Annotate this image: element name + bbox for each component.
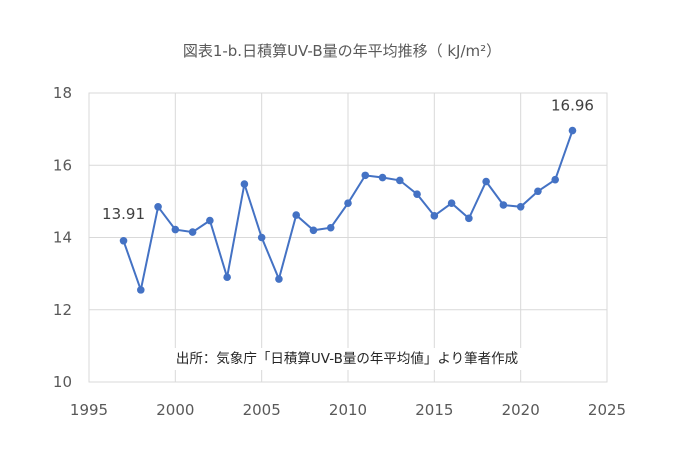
- data-point: [275, 275, 283, 283]
- y-axis-ticks: 10 12 14 16 18: [53, 84, 72, 391]
- data-point: [482, 177, 490, 186]
- data-point: [223, 273, 231, 282]
- x-tick-label: 2010: [329, 401, 367, 419]
- data-point: [396, 176, 404, 185]
- data-label: 13.91: [102, 205, 145, 223]
- data-point: [119, 236, 128, 245]
- data-markers: [119, 126, 577, 294]
- data-point: [568, 126, 577, 135]
- x-tick-label: 2000: [156, 401, 194, 419]
- y-tick-label: 14: [53, 229, 72, 247]
- y-tick-label: 18: [53, 84, 72, 102]
- data-point: [240, 180, 249, 188]
- data-point: [137, 286, 145, 294]
- data-point: [499, 201, 508, 209]
- data-point: [378, 173, 387, 182]
- y-tick-label: 10: [53, 373, 72, 391]
- data-point: [413, 190, 421, 198]
- chart-title: 図表1-b.日積算UV-B量の年平均推移（ kJ/m²）: [182, 42, 502, 60]
- data-point: [551, 175, 559, 184]
- data-point: [206, 216, 214, 225]
- data-point: [534, 187, 542, 196]
- data-point: [344, 199, 352, 207]
- data-point: [326, 223, 335, 232]
- data-point: [257, 233, 266, 242]
- plot-area: [88, 92, 608, 383]
- data-point: [171, 225, 180, 234]
- y-tick-label: 12: [53, 301, 72, 319]
- data-point: [188, 228, 197, 236]
- data-point: [292, 211, 301, 219]
- x-axis-ticks: 1995 2000 2005 2010 2015 2020 2025: [70, 401, 626, 419]
- y-tick-label: 16: [53, 156, 72, 174]
- data-point: [465, 214, 473, 223]
- data-point: [447, 199, 456, 207]
- data-point: [309, 226, 318, 235]
- gridlines: [88, 92, 608, 383]
- data-labels: 13.91 16.96: [102, 97, 594, 223]
- x-tick-label: 2015: [415, 401, 453, 419]
- data-point: [516, 202, 525, 211]
- data-point: [154, 202, 162, 211]
- data-point: [430, 212, 439, 220]
- source-note: 出所：気象庁「日積算UV-B量の年平均値」より筆者作成: [140, 348, 554, 370]
- x-tick-label: 2025: [588, 401, 626, 419]
- x-tick-label: 2005: [243, 401, 281, 419]
- data-point: [361, 171, 370, 180]
- x-tick-label: 1995: [70, 401, 108, 419]
- x-tick-label: 2020: [502, 401, 540, 419]
- data-label: 16.96: [551, 97, 594, 115]
